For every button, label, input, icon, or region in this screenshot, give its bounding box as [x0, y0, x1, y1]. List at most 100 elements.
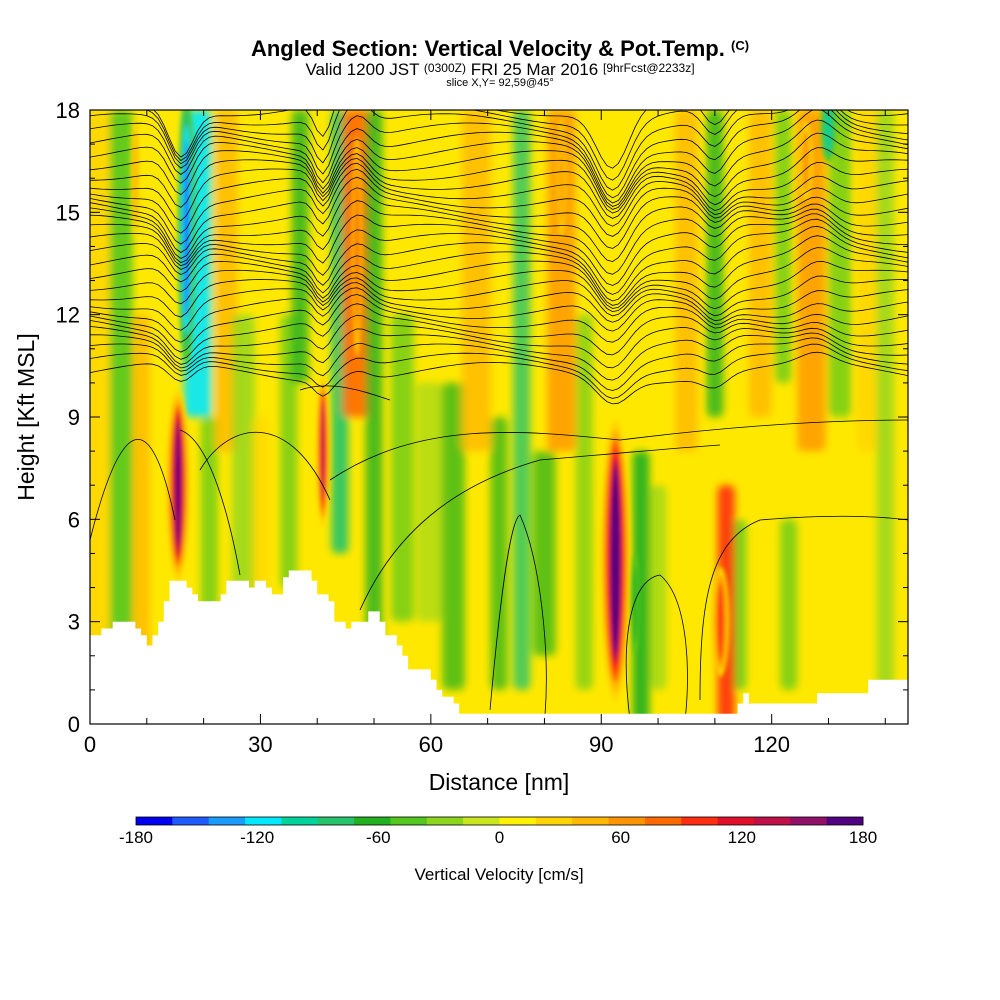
colorbar-swatch — [753, 817, 791, 825]
colorbar-swatch — [390, 817, 428, 825]
velocity-band — [251, 417, 269, 622]
isentrope-line — [145, 110, 908, 181]
colorbar-tick-label: -120 — [240, 828, 274, 847]
colorbar-swatch — [644, 817, 682, 825]
downdraft-core-130nm — [820, 110, 837, 163]
colorbar-swatch — [172, 817, 210, 825]
velocity-band — [706, 110, 724, 417]
colorbar-swatch — [136, 817, 173, 825]
colorbar-swatch — [354, 817, 391, 825]
isentrope-line — [90, 119, 908, 207]
isentrope-line — [90, 187, 908, 263]
colorbar: -180 -120 -60 0 60 120 180 — [119, 816, 877, 847]
x-tick-label: 90 — [589, 732, 613, 757]
axes: 0 30 60 90 120 0 3 6 9 12 15 18 — [56, 98, 909, 757]
lower-isentrope-line — [359, 444, 721, 611]
core-layer — [633, 565, 638, 644]
isentrope-line — [90, 351, 908, 405]
colorbar-tick-label: 60 — [611, 828, 630, 847]
isentrope-line — [90, 147, 908, 214]
isentrope-line — [90, 168, 908, 245]
colorbar-swatch — [281, 817, 319, 825]
isentrope-line — [90, 176, 908, 253]
velocity-band — [632, 451, 650, 724]
y-tick-label: 9 — [68, 405, 80, 430]
isentrope-line — [90, 337, 908, 391]
colorbar-tick-label: -180 — [119, 828, 153, 847]
colorbar-tick-label: 120 — [728, 828, 756, 847]
velocity-band — [780, 519, 798, 690]
velocity-band — [649, 485, 667, 690]
isentrope-line — [90, 132, 908, 210]
velocity-band — [876, 110, 894, 690]
isentrope-line — [90, 218, 908, 295]
velocity-band — [232, 314, 255, 656]
isentrope-line — [90, 110, 908, 199]
isentrope-line — [90, 213, 908, 286]
isentrope-line — [90, 282, 908, 331]
colorbar-tick-label: -60 — [366, 828, 391, 847]
slice-info: slice X,Y= 92,59@45° — [446, 77, 554, 89]
y-tick-label: 15 — [56, 200, 80, 225]
isentrope-line — [90, 225, 908, 302]
terrain-fill — [90, 570, 908, 724]
colorbar-swatch — [717, 817, 755, 825]
field-bands — [90, 110, 894, 724]
colorbar-swatch — [208, 817, 246, 825]
lower-isentrope-line — [699, 515, 908, 701]
lower-isentrope-line — [199, 431, 331, 501]
isentrope-line — [90, 287, 908, 343]
isentrope-line — [90, 275, 908, 318]
colorbar-swatch — [245, 817, 282, 825]
y-tick-label: 0 — [68, 712, 80, 737]
colorbar-swatch — [826, 817, 864, 825]
x-tick-label: 0 — [84, 732, 96, 757]
velocity-band — [675, 110, 698, 452]
lower-isentrope-line — [90, 439, 176, 541]
velocity-band — [280, 314, 298, 588]
lower-isentrope-line — [299, 385, 391, 401]
terrain-mask — [90, 570, 908, 724]
x-tick-label: 60 — [419, 732, 443, 757]
colorbar-swatch — [535, 817, 573, 825]
colorbar-swatch — [317, 817, 355, 825]
colorbar-tick-label: 0 — [495, 828, 504, 847]
velocity-band — [200, 417, 218, 656]
colorbar-swatch — [426, 817, 464, 825]
colorbar-swatch — [608, 817, 646, 825]
colorbar-swatch — [572, 817, 609, 825]
core-layer — [133, 131, 138, 225]
lower-isentrope-line — [179, 429, 241, 576]
velocity-band — [490, 417, 508, 690]
colorbar-swatch — [681, 817, 718, 825]
y-axis-label: Height [Kft MSL] — [13, 333, 39, 500]
isentrope-line — [90, 157, 908, 222]
updraft-core-92nm — [600, 420, 631, 701]
isentrope-line — [90, 328, 908, 381]
updraft-band-126nm — [798, 121, 813, 202]
core-layer — [825, 110, 832, 152]
velocity-band — [575, 314, 593, 690]
colorbar-label: Vertical Velocity [cm/s] — [414, 865, 583, 884]
velocity-band — [748, 110, 772, 417]
isentrope-line — [90, 314, 908, 369]
core-layer — [184, 139, 189, 319]
chart-subtitle: Valid 1200 JST (0300Z) FRI 25 Mar 2016 [… — [305, 60, 695, 79]
velocity-band — [109, 110, 133, 690]
y-tick-label: 18 — [56, 98, 80, 123]
velocity-band — [391, 314, 414, 622]
potential-temperature-contours — [90, 110, 908, 721]
colorbar-swatch — [790, 817, 828, 825]
velocity-band — [365, 110, 383, 656]
isentrope-line — [90, 200, 908, 275]
core-layer — [176, 425, 181, 545]
isentrope-line — [90, 235, 908, 306]
isentrope-line — [90, 294, 908, 353]
isentrope-line — [90, 343, 908, 399]
x-tick-label: 30 — [248, 732, 272, 757]
x-axis-label: Distance [nm] — [429, 769, 570, 795]
lower-isentrope-line — [625, 574, 688, 721]
updraft-core-15nm — [166, 390, 191, 581]
y-tick-label: 12 — [56, 303, 80, 328]
